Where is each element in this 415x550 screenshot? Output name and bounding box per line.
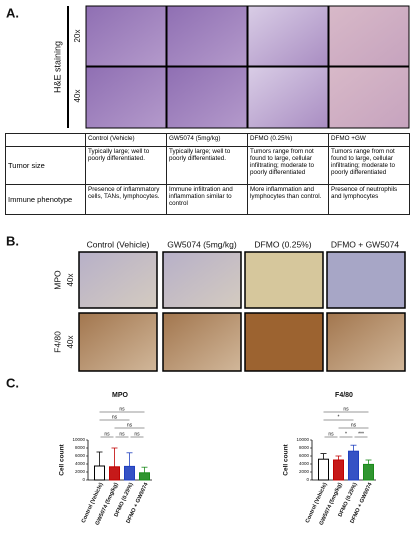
cell: More inflammation and lymphocytes than c… — [247, 184, 329, 215]
bar — [109, 466, 120, 481]
chart-title: MPO — [112, 392, 129, 399]
header-cell — [5, 133, 86, 147]
y-tick-label: 10000 — [296, 437, 309, 442]
header-cell: GW5074 (5mg/kg) — [166, 133, 248, 147]
summary-table: Control (Vehicle) GW5074 (5mg/kg) DFMO (… — [5, 133, 410, 215]
y-axis-label: Cell count — [283, 443, 290, 475]
panel-letter: A. — [6, 5, 19, 20]
header-row: Control (Vehicle) GW5074 (5mg/kg) DFMO (… — [5, 133, 410, 147]
significance-label: ns — [112, 414, 118, 420]
y-tick-label: 6000 — [299, 453, 310, 458]
significance-label: * — [338, 414, 340, 420]
significance-label: ns — [119, 431, 125, 437]
y-axis-label: Cell count — [59, 443, 66, 475]
significance-label: ns — [119, 406, 125, 412]
y-tick-label: 8000 — [299, 445, 310, 450]
row-label: 20x — [73, 30, 82, 43]
chart-title: F4/80 — [335, 392, 353, 399]
significance-label: *** — [358, 431, 364, 437]
micrograph — [244, 312, 324, 372]
cell: Tumors range from not found to large, ce… — [247, 145, 329, 186]
ihc-images — [78, 251, 406, 372]
row-header: Tumor size — [5, 145, 86, 186]
y-tick-label: 4000 — [299, 461, 310, 466]
row-header: Immune phenotype — [5, 184, 86, 215]
significance-label: ns — [328, 431, 334, 437]
micrograph — [85, 66, 167, 129]
header-cell: Control (Vehicle) — [85, 133, 167, 147]
y-tick-label: 0 — [306, 477, 309, 482]
significance-label: ns — [343, 406, 349, 412]
header-cell: DFMO +GW — [328, 133, 410, 147]
micrograph — [326, 312, 406, 372]
y-tick-label: 6000 — [75, 453, 86, 458]
row-label: F4/80 — [52, 331, 62, 353]
micrograph — [85, 5, 167, 67]
column-title: Control (Vehicle) — [87, 239, 150, 249]
micrograph — [326, 251, 406, 309]
table-row: Tumor size Typically large; well to poor… — [5, 145, 410, 186]
cell: Tumors range from not found to large, ce… — [328, 145, 410, 186]
significance-label: ns — [104, 431, 110, 437]
y-tick-label: 2000 — [75, 469, 86, 474]
he-images — [85, 5, 410, 129]
header-cell: DFMO (0.25%) — [247, 133, 329, 147]
cell: Immune infiltration and inflammation sim… — [166, 184, 248, 215]
panel-letter: B. — [6, 233, 19, 248]
micrograph — [328, 66, 410, 129]
cell: Presence of inflammatory cells, TANs, ly… — [85, 184, 167, 215]
micrograph — [244, 251, 324, 309]
y-tick-label: 4000 — [75, 461, 86, 466]
bar — [318, 458, 329, 481]
micrograph — [78, 312, 158, 372]
micrograph — [78, 251, 158, 309]
micrograph — [166, 66, 248, 129]
bar — [94, 465, 105, 481]
y-tick-label: 8000 — [75, 445, 86, 450]
significance-label: ns — [351, 422, 357, 428]
micrograph — [328, 5, 410, 67]
significance-label: ns — [134, 431, 140, 437]
micrograph — [247, 66, 329, 129]
cell: Typically large; well to poorly differen… — [85, 145, 167, 186]
row-label: 40x — [73, 90, 82, 103]
bar — [124, 465, 135, 481]
y-tick-label: 0 — [82, 477, 85, 482]
cell: Presence of neutrophils and lymphocytes — [328, 184, 410, 215]
table-row: Immune phenotype Presence of inflammator… — [5, 184, 410, 215]
side-label: H&E staining — [52, 41, 62, 93]
panel-letter: C. — [6, 375, 19, 390]
row-label: 40x — [66, 274, 75, 287]
micrograph — [247, 5, 329, 67]
column-title: DFMO (0.25%) — [254, 239, 311, 249]
micrograph — [162, 251, 242, 309]
cell: Typically large; well to poorly differen… — [166, 145, 248, 186]
row-label: MPO — [52, 270, 62, 290]
bar — [348, 450, 359, 481]
bar — [139, 472, 150, 481]
column-title: DFMO + GW5074 — [331, 239, 400, 249]
bar — [333, 459, 344, 481]
y-tick-label: 2000 — [299, 469, 310, 474]
significance-label: * — [345, 431, 347, 437]
bar — [363, 463, 374, 481]
significance-label: ns — [127, 422, 133, 428]
column-title: GW5074 (5mg/kg) — [167, 239, 237, 249]
micrograph — [162, 312, 242, 372]
micrograph — [166, 5, 248, 67]
y-tick-label: 10000 — [72, 437, 85, 442]
row-label: 40x — [66, 336, 75, 349]
